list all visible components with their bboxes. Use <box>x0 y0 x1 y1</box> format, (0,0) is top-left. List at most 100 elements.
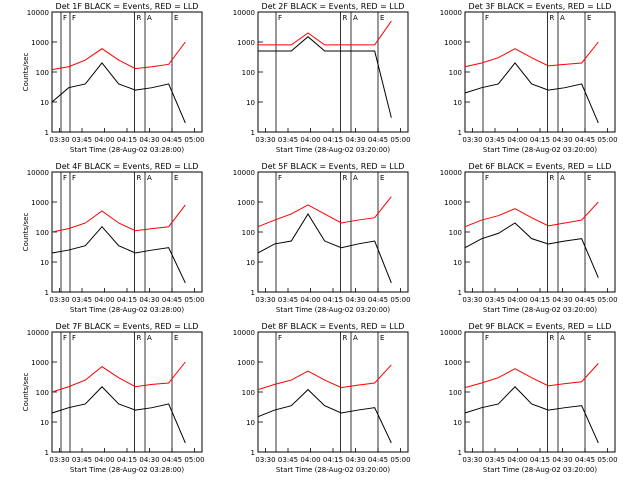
y-tick-label: 1 <box>45 129 49 137</box>
time-marker-label: A <box>353 174 358 182</box>
time-marker-label: E <box>587 334 591 342</box>
y-tick-label: 10000 <box>27 9 49 17</box>
x-tick-label: 04:45 <box>162 136 182 144</box>
y-tick-label: 10000 <box>233 9 255 17</box>
events-series-line <box>51 62 186 124</box>
time-marker-label: E <box>587 14 591 22</box>
plot-frame <box>464 331 616 453</box>
x-tick-label: 04:00 <box>94 456 114 464</box>
x-tick-label: 04:00 <box>94 136 114 144</box>
y-tick-label: 10 <box>246 419 255 427</box>
x-axis-label: Start Time (28-Aug-02 03:28:00) <box>70 466 184 474</box>
x-tick-label: 03:45 <box>72 456 92 464</box>
x-tick-label: 04:15 <box>323 296 343 304</box>
time-marker-label: A <box>353 334 358 342</box>
plot-frame <box>257 331 409 453</box>
detector-panel-9: Det 9F BLACK = Events, RED = LLD 1 10 100 10… <box>440 322 618 474</box>
time-marker-label: F <box>63 174 67 182</box>
time-marker-label: F <box>485 334 489 342</box>
y-axis-label: Counts/sec <box>22 373 30 412</box>
y-tick-label: 1000 <box>31 359 49 367</box>
panel-title: Det 7F BLACK = Events, RED = LLD <box>56 322 199 331</box>
time-marker-label: E <box>587 174 591 182</box>
x-tick-label: 05:00 <box>184 456 204 464</box>
lld-series-line <box>257 364 392 391</box>
y-tick-label: 1000 <box>237 359 255 367</box>
detector-panel-1: Det 1F BLACK = Events, RED = LLD 1 10 100 10… <box>22 2 205 154</box>
x-tick-label: 04:15 <box>323 456 343 464</box>
x-tick-label: 04:15 <box>530 136 550 144</box>
time-marker-label: F <box>485 174 489 182</box>
y-tick-label: 1 <box>458 129 462 137</box>
lld-series-line <box>257 196 392 228</box>
y-tick-label: 1000 <box>444 39 462 47</box>
y-tick-label: 1000 <box>31 39 49 47</box>
x-tick-label: 04:45 <box>368 296 388 304</box>
y-tick-label: 1000 <box>444 199 462 207</box>
x-tick-label: 03:45 <box>278 456 298 464</box>
y-tick-label: 1 <box>251 289 255 297</box>
x-tick-label: 05:00 <box>597 296 617 304</box>
time-marker-label: A <box>560 174 565 182</box>
lld-series-line <box>51 41 186 71</box>
x-tick-label: 04:00 <box>507 456 527 464</box>
y-tick-label: 10 <box>40 259 49 267</box>
x-tick-label: 05:00 <box>184 136 204 144</box>
panel-title: Det 3F BLACK = Events, RED = LLD <box>469 2 612 11</box>
events-series-line <box>51 385 186 444</box>
x-tick-label: 04:00 <box>94 296 114 304</box>
time-marker-label: F <box>278 14 282 22</box>
x-tick-label: 03:30 <box>49 296 69 304</box>
events-series-line <box>257 388 392 444</box>
x-tick-label: 03:30 <box>255 456 275 464</box>
x-tick-label: 05:00 <box>390 136 410 144</box>
y-tick-label: 100 <box>36 229 49 237</box>
lld-series-line <box>464 201 599 228</box>
x-tick-label: 04:45 <box>368 136 388 144</box>
x-tick-label: 04:30 <box>345 136 365 144</box>
panel-title: Det 4F BLACK = Events, RED = LLD <box>56 162 199 171</box>
x-axis-label: Start Time (28-Aug-02 03:20:00) <box>483 146 597 154</box>
plot-frame <box>51 171 203 293</box>
time-marker-label: R <box>550 14 555 22</box>
events-series-line <box>51 225 186 284</box>
y-tick-label: 1000 <box>31 199 49 207</box>
x-tick-label: 05:00 <box>184 296 204 304</box>
x-tick-label: 05:00 <box>597 136 617 144</box>
x-tick-label: 03:30 <box>255 296 275 304</box>
y-tick-label: 100 <box>36 69 49 77</box>
time-marker-label: R <box>137 14 142 22</box>
panel-title: Det 5F BLACK = Events, RED = LLD <box>262 162 405 171</box>
time-marker-label: F <box>485 14 489 22</box>
events-series-line <box>464 222 599 278</box>
x-tick-label: 04:30 <box>345 456 365 464</box>
time-marker-label: A <box>147 334 152 342</box>
x-tick-label: 04:00 <box>300 456 320 464</box>
x-tick-label: 04:45 <box>575 136 595 144</box>
y-tick-label: 10 <box>453 99 462 107</box>
time-marker-label: E <box>174 174 178 182</box>
detector-panel-4: Det 4F BLACK = Events, RED = LLD 1 10 100 10… <box>22 162 205 314</box>
time-marker-label: A <box>560 14 565 22</box>
time-marker-label: E <box>174 14 178 22</box>
time-marker-label: F <box>72 174 76 182</box>
x-tick-label: 04:45 <box>162 456 182 464</box>
x-tick-label: 04:30 <box>139 456 159 464</box>
x-tick-label: 03:30 <box>462 136 482 144</box>
time-marker-label: F <box>63 14 67 22</box>
time-marker-label: R <box>550 334 555 342</box>
lld-series-line <box>51 204 186 233</box>
x-tick-label: 05:00 <box>390 456 410 464</box>
x-axis-label: Start Time (28-Aug-02 03:20:00) <box>276 466 390 474</box>
x-tick-label: 04:15 <box>117 456 137 464</box>
panel-title: Det 8F BLACK = Events, RED = LLD <box>262 322 405 331</box>
x-tick-label: 03:30 <box>49 456 69 464</box>
y-tick-label: 1 <box>45 289 49 297</box>
time-marker-label: R <box>137 174 142 182</box>
y-tick-label: 100 <box>242 389 255 397</box>
x-axis-label: Start Time (28-Aug-02 03:20:00) <box>483 306 597 314</box>
lld-series-line <box>258 20 392 46</box>
plot-frame <box>464 171 616 293</box>
x-tick-label: 03:45 <box>485 296 505 304</box>
y-axis-label: Counts/sec <box>22 53 30 92</box>
